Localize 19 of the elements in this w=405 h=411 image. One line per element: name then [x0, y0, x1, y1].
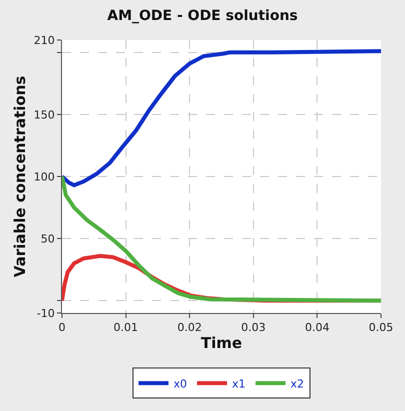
y-axis-title: Variable concentrations — [11, 76, 30, 278]
y-tick-label: 50 — [40, 232, 55, 246]
line-series — [62, 49, 381, 188]
x-tick-label: 0.02 — [177, 321, 202, 334]
chart-title: AM_ODE - ODE solutions — [107, 8, 298, 24]
y-tick-label: 210 — [34, 34, 55, 47]
legend-label: x2 — [290, 377, 304, 390]
legend-label: x1 — [232, 377, 246, 390]
y-tick-label: 150 — [34, 108, 55, 122]
x-axis-title: Time — [200, 334, 242, 352]
line-series — [62, 174, 381, 303]
y-tick-label: 100 — [34, 170, 55, 184]
x-tick-label: 0.05 — [368, 321, 394, 334]
x-tick-label: 0.01 — [114, 321, 138, 334]
y-tick-label: -10 — [36, 306, 55, 320]
x-tick-label: 0.04 — [304, 321, 330, 334]
x-tick-label: 0.03 — [241, 321, 266, 334]
x-tick-label: 0 — [58, 321, 66, 334]
legend-label: x0 — [174, 377, 188, 390]
